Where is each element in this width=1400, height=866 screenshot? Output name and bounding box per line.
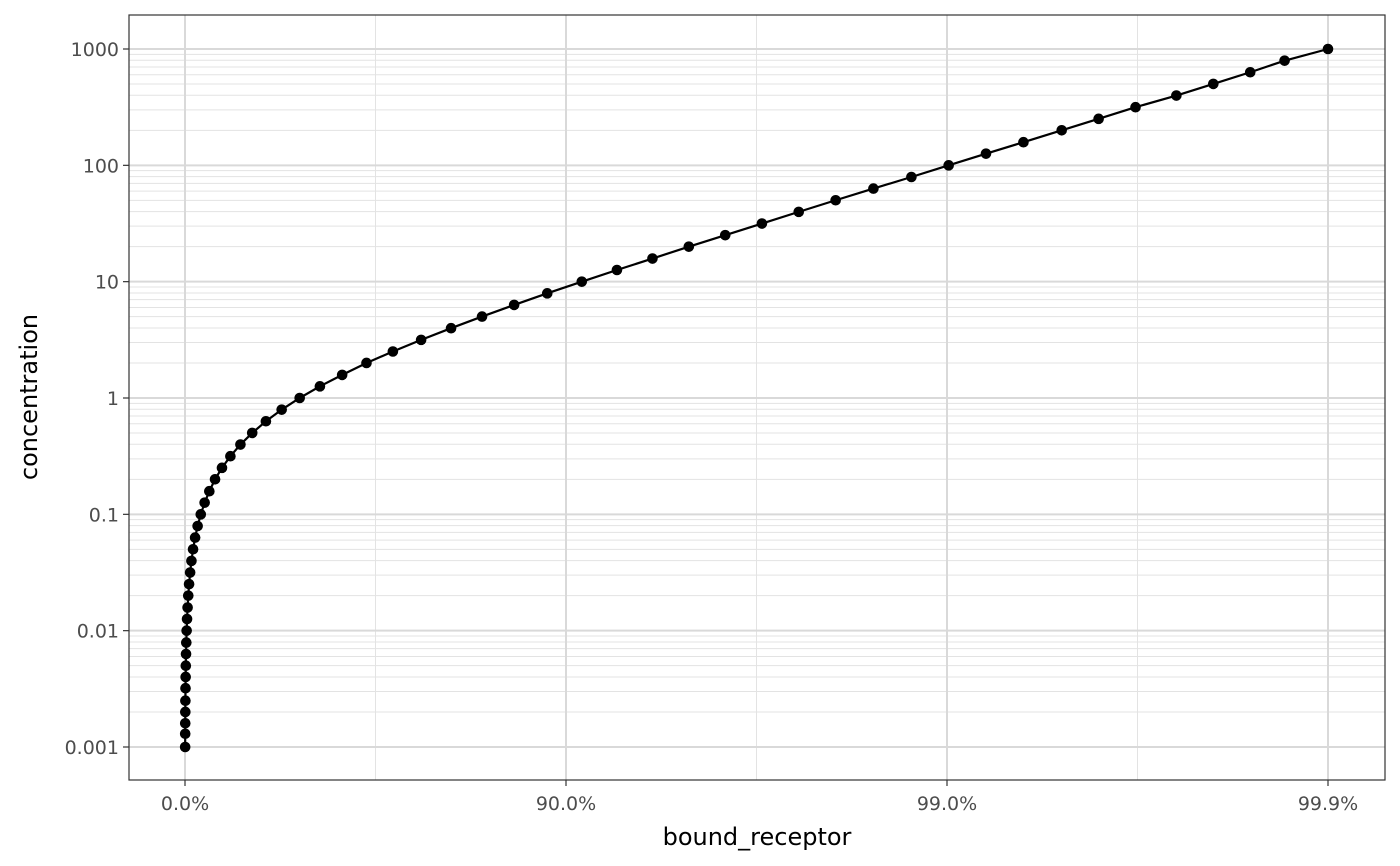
data-point [179,717,191,729]
data-point [180,648,192,660]
data-point [336,369,348,381]
data-point [179,728,191,740]
tick-labels: 0.001 0.01 0.1 1 10 100 1000 0.0% 90.0% 99.0% 99.9… [65,39,1359,815]
data-point [189,532,201,543]
y-tick-label: 100 [83,155,119,177]
data-point [1208,78,1219,90]
data-point [906,171,917,183]
data-point [181,625,192,636]
data-point [180,706,191,718]
data-point [294,392,305,404]
data-point [187,543,199,555]
data-point [508,299,520,311]
x-tick-label: 99.0% [917,793,977,815]
x-tick-label: 99.9% [1298,793,1358,815]
data-point [541,288,553,299]
data-point [980,148,992,159]
data-point [415,334,427,346]
data-point [387,346,399,357]
data-point [199,497,210,508]
data-point [204,485,215,497]
y-tick-label: 10 [95,272,119,294]
y-axis-title: concentration [15,314,43,480]
data-point [182,602,193,613]
data-point [1056,125,1067,136]
data-point [180,671,191,683]
data-point [181,637,192,648]
data-point [756,218,768,229]
data-point [182,590,194,601]
data-point [183,578,195,590]
y-tick-label: 0.001 [65,737,119,759]
y-tick-label: 0.1 [89,504,119,526]
data-point [209,474,221,485]
data-point [181,613,193,625]
data-point [235,439,246,450]
data-point [186,555,197,567]
data-point [246,427,258,439]
data-point [1018,136,1029,148]
data-point [793,206,805,218]
series-layer [179,43,1334,753]
data-point [719,229,731,241]
data-point [1322,43,1334,55]
data-point [476,311,488,322]
data-point [868,183,879,194]
data-point [276,404,287,415]
data-point [1093,113,1104,125]
major-gridlines [129,15,1385,780]
data-point [576,276,588,287]
data-point [314,381,326,392]
data-point [180,695,191,707]
axis-ticks [123,48,1329,786]
data-point [1171,90,1182,101]
x-tick-label: 0.0% [161,793,209,815]
y-tick-label: 1 [107,388,119,410]
data-point [1279,55,1290,66]
y-tick-label: 0.01 [77,621,119,643]
data-point [647,253,658,264]
data-point [943,160,954,171]
data-point [683,241,695,252]
y-tick-label: 1000 [71,39,119,61]
data-point [180,660,192,671]
data-point [445,322,457,334]
data-point [179,741,191,753]
data-point [260,415,272,427]
data-point [225,450,236,462]
data-point [192,520,203,532]
data-point [361,357,372,369]
data-point [830,194,841,206]
data-point [184,567,196,578]
data-point [216,462,228,474]
x-tick-label: 90.0% [536,793,596,815]
x-axis-title: bound_receptor [663,823,852,851]
data-point [180,682,191,694]
data-point [611,264,623,276]
data-point [1244,66,1256,78]
data-point [1130,101,1141,113]
data-point [195,509,207,520]
